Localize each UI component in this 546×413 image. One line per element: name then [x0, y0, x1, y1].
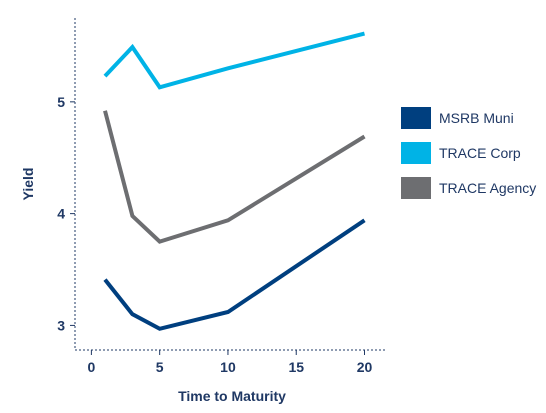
y-tick-label: 3: [57, 317, 65, 333]
series-line-trace-corp: [103, 31, 365, 90]
series-line-trace-agency: [103, 110, 366, 244]
legend-label-msrb-muni: MSRB Muni: [439, 110, 514, 126]
tick-labels: 0 5 10 15 20 3 4 5: [57, 94, 372, 375]
axes: [74, 18, 385, 351]
y-tick-label: 5: [57, 94, 65, 110]
legend: MSRB Muni TRACE Corp TRACE Agency: [401, 107, 536, 199]
x-tick-label: 5: [156, 359, 164, 375]
x-tick-label: 20: [357, 359, 373, 375]
x-axis-title: Time to Maturity: [178, 388, 286, 404]
y-axis-title: Yield: [20, 168, 36, 201]
plot-lines: [103, 31, 366, 331]
legend-label-trace-corp: TRACE Corp: [439, 145, 521, 161]
y-tick-label: 4: [57, 206, 65, 222]
series-line-msrb-muni: [103, 218, 366, 331]
x-tick-label: 15: [288, 359, 304, 375]
x-tick-label: 0: [87, 359, 95, 375]
legend-swatch-trace-agency: [401, 177, 431, 199]
legend-label-trace-agency: TRACE Agency: [439, 180, 536, 196]
x-tick-label: 10: [220, 359, 236, 375]
legend-swatch-trace-corp: [401, 142, 431, 164]
legend-swatch-msrb-muni: [401, 107, 431, 129]
